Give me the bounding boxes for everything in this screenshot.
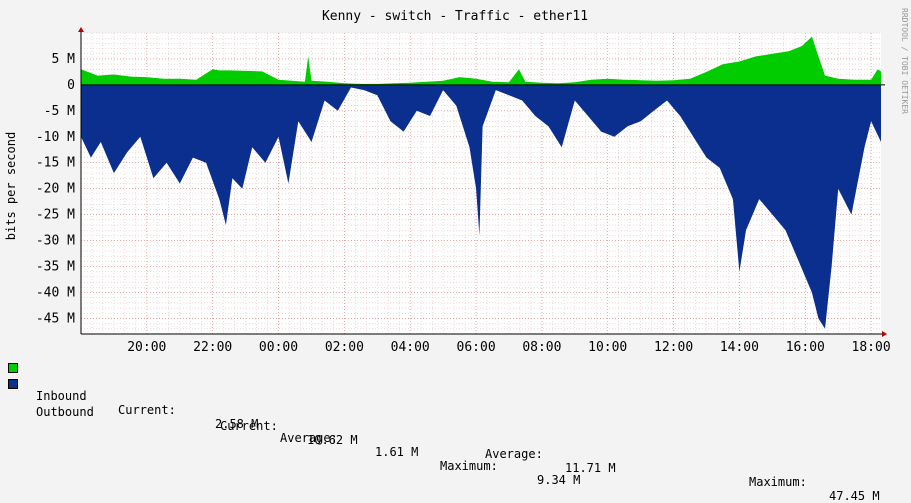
axes: 20:00 22:00 00:00 02:00 04:00 06:00 08:00 10:00… [36, 27, 891, 355]
y-axis-arrow [78, 27, 84, 32]
outbound-maximum-value: 47.45 M [829, 489, 880, 503]
y-tick-label: -30 M [36, 234, 75, 249]
y-tick-label: -20 M [36, 182, 75, 197]
x-tick-label: 00:00 [259, 340, 298, 355]
y-tick-label: -35 M [36, 260, 75, 275]
outbound-current-value: 10.62 M [307, 433, 358, 447]
x-tick-label: 04:00 [391, 340, 430, 355]
y-tick-label: -25 M [36, 208, 75, 223]
x-tick-label: 06:00 [457, 340, 496, 355]
chart-title: Kenny - switch - Traffic - ether11 [322, 9, 588, 24]
y-tick-label: -15 M [36, 156, 75, 171]
x-tick-label: 14:00 [720, 340, 759, 355]
inbound-swatch [8, 363, 18, 373]
y-tick-label: -40 M [36, 286, 75, 301]
y-tick-label: 0 [67, 78, 75, 93]
y-tick-label: 5 M [52, 52, 76, 67]
x-tick-label: 18:00 [852, 340, 891, 355]
x-tick-label: 10:00 [588, 340, 627, 355]
rrdtool-watermark: RRDTOOL / TOBI OETIKER [900, 8, 909, 114]
y-tick-label: -45 M [36, 311, 75, 326]
inbound-area [81, 36, 881, 85]
outbound-maximum-label: Maximum: [749, 475, 807, 489]
outbound-swatch [8, 379, 18, 389]
outbound-name: Outbound [36, 405, 94, 419]
x-tick-label: 22:00 [193, 340, 232, 355]
x-tick-label: 08:00 [522, 340, 561, 355]
y-axis-label: bits per second [4, 132, 18, 240]
y-tick-label: -10 M [36, 130, 75, 145]
x-tick-label: 16:00 [786, 340, 825, 355]
outbound-average-label: Average: [485, 447, 543, 461]
x-tick-label: 12:00 [654, 340, 693, 355]
y-tick-label: -5 M [44, 104, 75, 119]
outbound-average-value: 11.71 M [565, 461, 616, 475]
data-areas [81, 36, 881, 329]
x-tick-label: 02:00 [325, 340, 364, 355]
x-axis-arrow [882, 331, 887, 337]
outbound-area [81, 84, 881, 329]
x-tick-label: 20:00 [127, 340, 166, 355]
legend-outbound: Outbound Current: 10.62 M Average: 11.71… [8, 377, 898, 503]
outbound-current-label: Current: [220, 419, 278, 433]
traffic-graph: 20:00 22:00 00:00 02:00 04:00 06:00 08:00 10:00… [4, 8, 909, 355]
